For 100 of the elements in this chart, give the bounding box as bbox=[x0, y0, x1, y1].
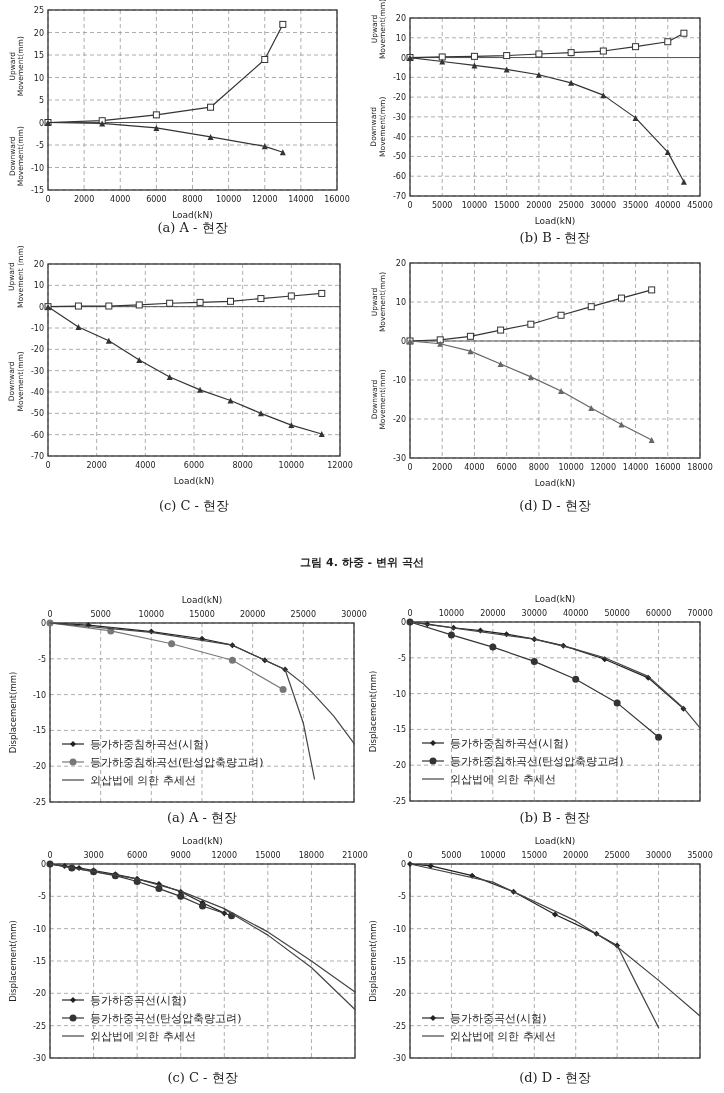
x-tick-label: 35000 bbox=[687, 851, 713, 860]
y-tick-label: -15 bbox=[392, 725, 406, 735]
x-tick-label: 20000 bbox=[526, 201, 552, 210]
text: (b) B - 현장 bbox=[519, 810, 591, 825]
x-tick-label: 14000 bbox=[622, 463, 649, 472]
text: (d) D - 현장 bbox=[519, 498, 591, 513]
x-tick-label: 6000 bbox=[126, 851, 148, 860]
text: (b) B - 현장 bbox=[519, 230, 591, 245]
y-tick-label: -15 bbox=[30, 186, 44, 195]
y-tick-label: -5 bbox=[398, 892, 406, 902]
y-tick-label: 10 bbox=[395, 298, 406, 307]
legend-label: 등가하중곡선(시험) bbox=[450, 1012, 547, 1025]
x-tick-label: 18000 bbox=[687, 463, 713, 472]
x-tick-label: 2000 bbox=[73, 195, 95, 204]
x-axis-title: Load(kN) bbox=[534, 216, 576, 226]
y-tick-label: -70 bbox=[30, 452, 44, 461]
y-tick-label: -60 bbox=[392, 172, 406, 182]
legend-label: 외삽법에 의한 추세선 bbox=[90, 1030, 196, 1043]
y-tick-label: -40 bbox=[30, 388, 44, 397]
legend-label: 외삽법에 의한 추세선 bbox=[450, 1030, 556, 1043]
x-tick-label: 25000 bbox=[290, 610, 317, 619]
x-tick-label: 12000 bbox=[590, 463, 617, 472]
x-tick-label: 2000 bbox=[86, 461, 107, 470]
legend-label: 등가하중곡선(탄성압축량고려) bbox=[90, 1012, 242, 1025]
x-tick-label: 0 bbox=[47, 610, 53, 619]
y-tick-label: -10 bbox=[392, 924, 406, 934]
x-tick-label: 3000 bbox=[83, 851, 104, 860]
y-tick-label: -20 bbox=[392, 989, 406, 999]
x-tick-label: 10000 bbox=[480, 851, 506, 860]
x-tick-label: 16000 bbox=[324, 195, 350, 204]
x-tick-label: 60000 bbox=[645, 609, 672, 618]
y-tick-label: -20 bbox=[392, 93, 406, 103]
legend-label: 등가하중침하곡선(시험) bbox=[90, 738, 209, 751]
y-tick-label: 0 bbox=[40, 860, 46, 869]
y-tick-label: 0 bbox=[38, 118, 44, 128]
y-tick-label: -25 bbox=[32, 1021, 46, 1031]
x-axis-title: Load(kN) bbox=[173, 476, 215, 486]
x-tick-label: 12000 bbox=[211, 851, 238, 860]
y-tick-label: -50 bbox=[30, 409, 44, 419]
y-tick-label: -15 bbox=[32, 726, 46, 736]
y-tick-label: 5 bbox=[38, 96, 44, 105]
x-tick-label: 15000 bbox=[255, 851, 281, 860]
text: (c) C - 현장 bbox=[158, 498, 230, 513]
y-tick-label: 0 bbox=[400, 53, 406, 63]
y-tick-label: -5 bbox=[36, 141, 44, 150]
x-tick-label: 0 bbox=[407, 609, 413, 618]
x-tick-label: 0 bbox=[47, 851, 53, 860]
x-tick-label: 5000 bbox=[432, 201, 453, 210]
x-tick-label: 0 bbox=[407, 463, 413, 472]
legend-label: 등가하중침하곡선(탄성압축량고려) bbox=[450, 755, 624, 768]
y-tick-label: -60 bbox=[30, 430, 44, 440]
y-tick-label: -10 bbox=[30, 163, 44, 173]
y-tick-label: 15 bbox=[33, 51, 44, 60]
y-tick-label: 20 bbox=[395, 259, 406, 268]
text: (a) A - 현장 bbox=[157, 220, 228, 235]
y-tick-label: -25 bbox=[392, 1021, 406, 1031]
y-tick-label: 0 bbox=[400, 860, 406, 869]
y-tick-label: 20 bbox=[395, 14, 406, 23]
y-tick-label: -30 bbox=[392, 1054, 406, 1063]
legend-label: 등가하중곡선(시험) bbox=[90, 994, 187, 1007]
x-tick-label: 0 bbox=[407, 201, 413, 210]
x-tick-label: 18000 bbox=[298, 851, 325, 860]
x-tick-label: 6000 bbox=[183, 461, 205, 470]
x-tick-label: 70000 bbox=[687, 609, 713, 618]
x-tick-label: 10000 bbox=[558, 463, 584, 472]
x-tick-label: 4000 bbox=[464, 463, 485, 472]
y-tick-label: 0 bbox=[400, 618, 406, 627]
x-tick-label: 50000 bbox=[604, 609, 630, 618]
x-tick-label: 20000 bbox=[480, 609, 506, 618]
x-tick-label: 14000 bbox=[288, 195, 314, 204]
legend-label: 외삽법에 의한 추세선 bbox=[450, 773, 556, 786]
y-tick-label: 0 bbox=[400, 337, 406, 346]
x-axis-title: Load(kN) bbox=[534, 594, 576, 604]
y-axis-title: Displacement(mm) bbox=[368, 670, 378, 753]
y-tick-label: -20 bbox=[32, 989, 46, 999]
x-axis-title: Load(kN) bbox=[181, 595, 223, 605]
text: (a) A - 현장 bbox=[166, 810, 238, 825]
y-tick-label: -30 bbox=[392, 454, 406, 463]
x-tick-label: 40000 bbox=[562, 609, 589, 618]
y-tick-label: -5 bbox=[38, 892, 46, 902]
y-axis-title: Displacement(mm) bbox=[8, 671, 18, 754]
y-tick-label: -10 bbox=[392, 689, 406, 699]
x-tick-label: 30000 bbox=[521, 609, 548, 618]
x-tick-label: 25000 bbox=[604, 851, 630, 860]
x-tick-label: 45000 bbox=[687, 201, 713, 210]
x-tick-label: 2000 bbox=[432, 463, 453, 472]
y-tick-label: -30 bbox=[392, 112, 406, 122]
y-tick-label: 10 bbox=[33, 281, 44, 291]
x-tick-label: 10000 bbox=[461, 201, 488, 210]
y-tick-label: -40 bbox=[392, 132, 406, 142]
y-tick-label: -25 bbox=[392, 797, 406, 806]
y-tick-label: 20 bbox=[33, 260, 44, 269]
x-tick-label: 35000 bbox=[622, 201, 649, 210]
x-tick-label: 5000 bbox=[90, 610, 111, 619]
y-tick-label: 10 bbox=[395, 33, 406, 43]
x-tick-label: 8000 bbox=[182, 195, 203, 204]
x-tick-label: 10000 bbox=[215, 195, 242, 204]
y-tick-label: -70 bbox=[392, 192, 406, 201]
y-tick-label: 10 bbox=[33, 73, 44, 83]
y-tick-label: -10 bbox=[392, 376, 406, 385]
